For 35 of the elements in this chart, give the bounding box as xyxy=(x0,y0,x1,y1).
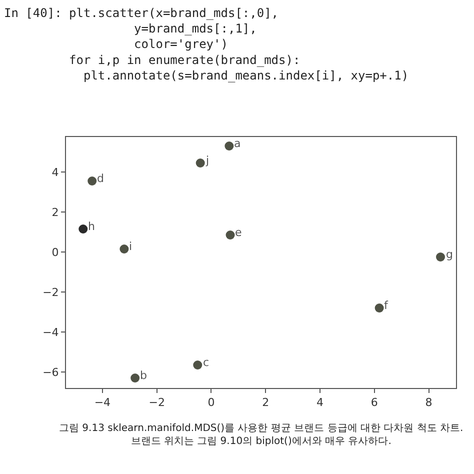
y-tick-label: 2 xyxy=(52,206,59,219)
point xyxy=(196,158,205,168)
y-tick-label: −2 xyxy=(42,286,59,299)
annotation: a xyxy=(234,137,241,150)
annotation: d xyxy=(97,172,104,185)
text: In [40]: plt.scatter(x=brand_mds[:,0], y=brand_mds[:,1], color='grey') for i,p in enumerate(brand_mds): plt.annotate(s=brand_means.index[i], xy=p+.1) xyxy=(4,6,409,82)
point xyxy=(374,304,384,312)
y-tick-label: 0 xyxy=(52,246,59,259)
x-tick-label: 4 xyxy=(316,396,324,410)
annotation: h xyxy=(88,220,95,233)
annotation: g xyxy=(446,248,453,261)
y-tick-label: 4 xyxy=(52,166,59,179)
y-tick-label: −6 xyxy=(42,366,59,379)
caption: 그림 9.13 sklearn.manifold.MDS()를 사용한 평균 브랜드 등급에 대한 다차원 척도 차트. 브랜드 위치는 그림 9.10의 biplot()에서와 매우 유사하다. xyxy=(59,423,464,447)
point xyxy=(226,230,235,240)
annotation: j xyxy=(205,154,210,167)
x-tick-label: 2 xyxy=(262,396,270,410)
point xyxy=(436,252,445,262)
annotation: i xyxy=(129,240,132,253)
point xyxy=(78,224,88,234)
point xyxy=(130,374,140,382)
annotation: f xyxy=(384,299,389,312)
point xyxy=(193,360,202,370)
annotation: b xyxy=(140,369,147,382)
annotation: e xyxy=(235,226,242,239)
y-tick-label: −4 xyxy=(42,326,59,339)
x-tick-label: 6 xyxy=(370,396,378,410)
point xyxy=(224,142,234,150)
x-tick-label: −2 xyxy=(148,396,165,410)
x-tick-label: 8 xyxy=(425,396,432,410)
x-tick-label: −4 xyxy=(94,396,111,410)
point xyxy=(120,244,129,254)
x-tick-label: 0 xyxy=(208,396,215,410)
annotation: c xyxy=(203,356,210,369)
point xyxy=(88,176,97,186)
